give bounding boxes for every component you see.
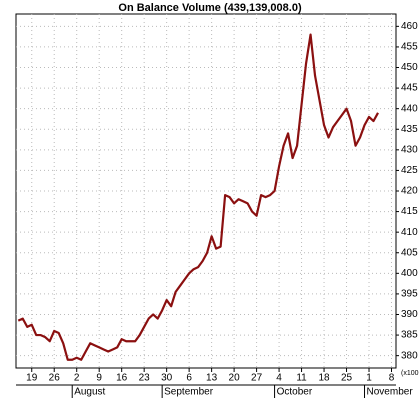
y-tick-label: 440 <box>401 103 418 114</box>
y-tick-label: 410 <box>401 227 418 238</box>
y-tick-label: 430 <box>401 144 418 155</box>
x-tick-label: 13 <box>206 373 218 384</box>
x-tick-label: 20 <box>229 373 241 384</box>
x-tick-label: 19 <box>26 373 38 384</box>
x-tick-label: 9 <box>96 373 102 384</box>
y-tick-label: 385 <box>401 330 418 341</box>
x-tick-label: 2 <box>74 373 80 384</box>
y-tick-label: 435 <box>401 124 418 135</box>
y-tick-label: 405 <box>401 247 418 258</box>
month-label: November <box>367 387 414 398</box>
x-tick-label: 1 <box>366 373 372 384</box>
line-series <box>17 33 379 361</box>
y-tick-label: 460 <box>401 21 418 32</box>
y-tick-label: 445 <box>401 83 418 94</box>
x-tick-label: 4 <box>276 373 282 384</box>
y-tick-label: 395 <box>401 289 418 300</box>
x-tick-label: 25 <box>341 373 353 384</box>
month-label: August <box>74 387 105 398</box>
month-label: October <box>277 387 313 398</box>
y-tick-label: 450 <box>401 62 418 73</box>
y-unit-label: (x100 <box>401 370 419 377</box>
x-tick-label: 8 <box>389 373 395 384</box>
x-tick-label: 23 <box>139 373 151 384</box>
y-tick-label: 390 <box>401 309 418 320</box>
x-tick-label: 16 <box>116 373 128 384</box>
x-tick-label: 6 <box>186 373 192 384</box>
chart-title: On Balance Volume (439,139,008.0) <box>118 2 302 14</box>
month-label: September <box>164 387 214 398</box>
x-tick-label: 30 <box>161 373 173 384</box>
y-tick-label: 420 <box>401 186 418 197</box>
y-tick-label: 400 <box>401 268 418 279</box>
x-tick-label: 11 <box>296 373 307 384</box>
x-tick-label: 27 <box>251 373 263 384</box>
y-tick-label: 425 <box>401 165 418 176</box>
y-tick-label: 380 <box>401 350 418 361</box>
x-tick-label: 18 <box>318 373 330 384</box>
y-tick-label: 455 <box>401 42 418 53</box>
x-tick-label: 26 <box>49 373 61 384</box>
y-tick-label: 415 <box>401 206 418 217</box>
